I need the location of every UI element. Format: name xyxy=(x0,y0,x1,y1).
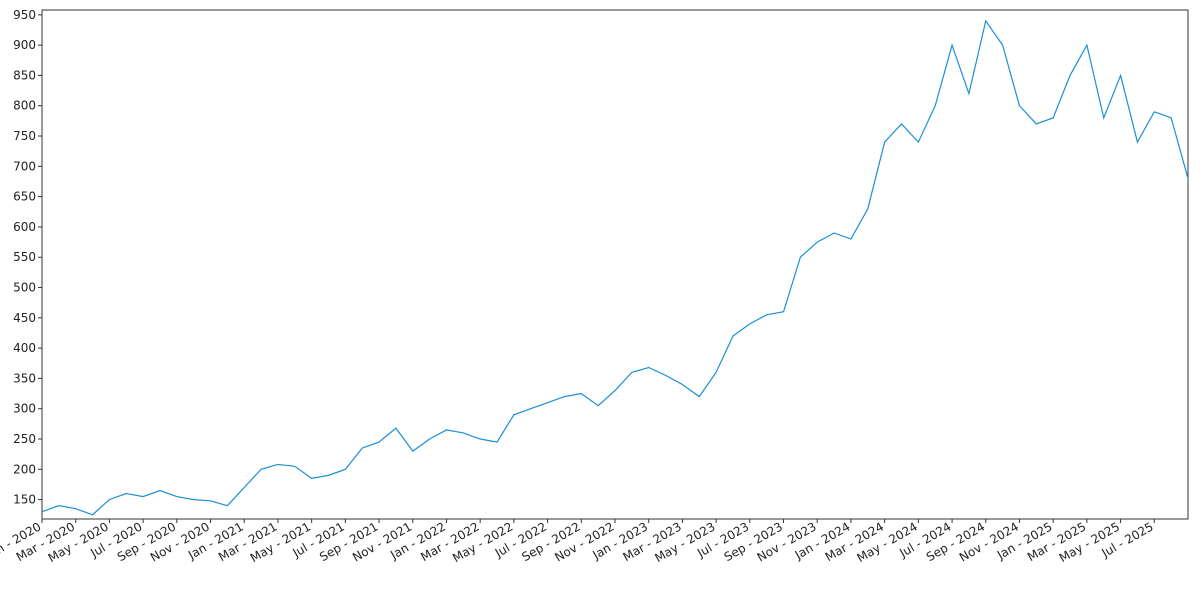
y-tick-label: 550 xyxy=(13,250,36,264)
y-tick-label: 950 xyxy=(13,8,36,22)
y-tick-label: 200 xyxy=(13,462,36,476)
y-tick-label: 500 xyxy=(13,281,36,295)
y-tick-label: 350 xyxy=(13,371,36,385)
y-tick-label: 900 xyxy=(13,38,36,52)
y-tick-label: 650 xyxy=(13,190,36,204)
y-tick-label: 450 xyxy=(13,311,36,325)
y-tick-label: 850 xyxy=(13,68,36,82)
data-line xyxy=(41,19,1189,516)
y-tick-label: 750 xyxy=(13,129,36,143)
y-tick-label: 400 xyxy=(13,341,36,355)
y-tick-label: 300 xyxy=(13,402,36,416)
y-tick-label: 800 xyxy=(13,99,36,113)
y-tick-label: 250 xyxy=(13,432,36,446)
y-tick-label: 700 xyxy=(13,159,36,173)
y-tick-label: 150 xyxy=(13,493,36,507)
plot-frame xyxy=(41,9,1189,520)
y-tick-label: 600 xyxy=(13,220,36,234)
